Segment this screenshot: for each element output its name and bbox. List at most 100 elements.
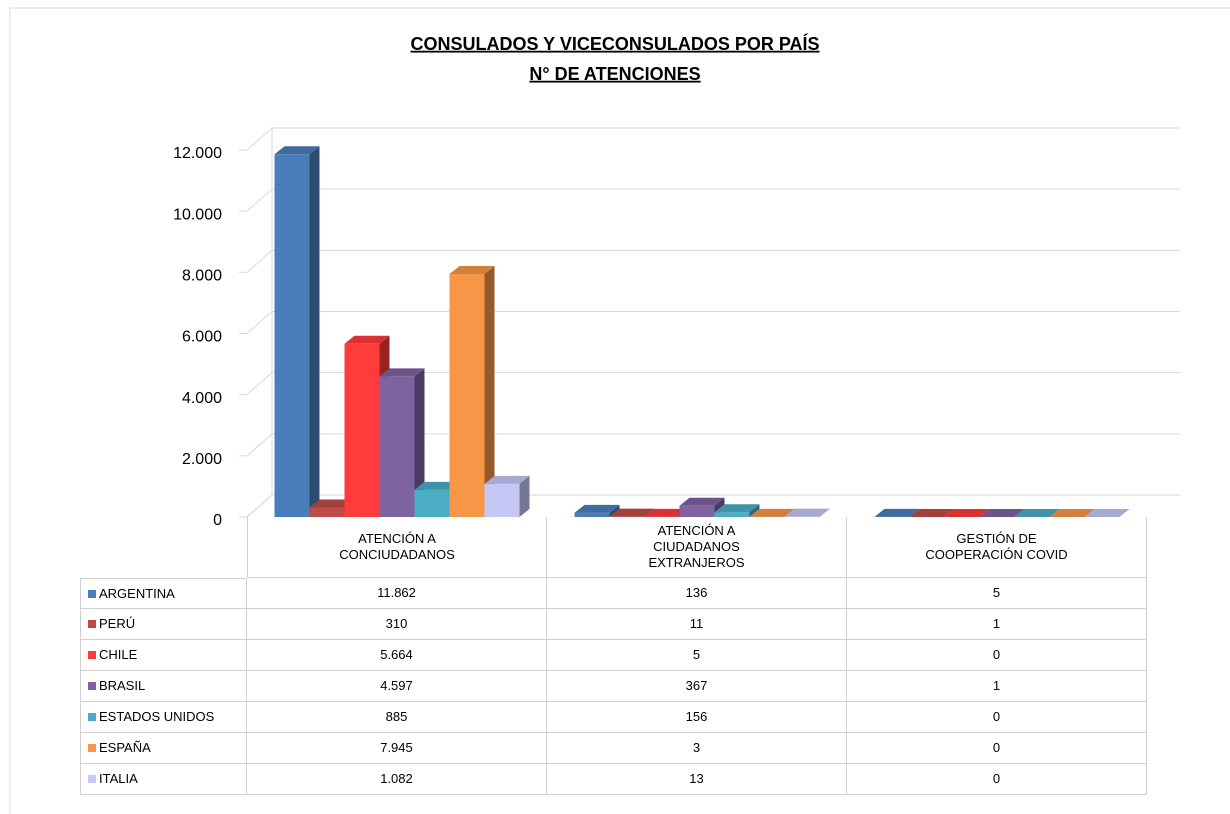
x-tick-label: ATENCIÓN A CONCIUDADANOS	[247, 517, 547, 578]
legend-entry: ESPAÑA	[80, 733, 247, 764]
data-label: 156	[547, 702, 847, 733]
legend-label: ESTADOS UNIDOS	[99, 709, 215, 724]
bar	[484, 483, 520, 517]
legend-swatch	[88, 713, 96, 721]
data-label: 0	[847, 702, 1147, 733]
data-label: 11.862	[247, 578, 547, 609]
bar-top	[874, 508, 920, 517]
data-label: 4.597	[247, 671, 547, 702]
grid-line	[239, 311, 1180, 334]
bar	[679, 505, 715, 517]
x-tick-label: GESTIÓN DE COOPERACIÓN COVID	[847, 517, 1147, 578]
bar-top	[714, 504, 760, 513]
bar-side	[484, 266, 495, 517]
bar-side	[1014, 508, 1025, 517]
grid-line	[239, 372, 1180, 396]
bar-top	[344, 335, 390, 344]
legend-swatch	[88, 651, 96, 659]
grid-line	[239, 188, 1180, 212]
bar-top	[414, 481, 460, 490]
legend-label: ESPAÑA	[99, 740, 151, 755]
bar-top	[1049, 509, 1095, 517]
bar-top	[609, 508, 655, 517]
legend-entry: PERÚ	[80, 609, 247, 640]
legend-swatch	[88, 589, 96, 598]
frame	[9, 7, 1230, 814]
bar	[574, 512, 610, 517]
legend-swatch	[88, 744, 96, 752]
data-label: 5.664	[247, 640, 547, 671]
data-label: 0	[847, 640, 1147, 671]
bar-top	[944, 509, 990, 517]
legend-swatch	[88, 775, 96, 783]
data-label: 0	[847, 764, 1147, 795]
bar	[309, 507, 345, 517]
data-label: 885	[247, 702, 547, 733]
bar-top	[1014, 509, 1060, 517]
y-tick-label: 8.000	[182, 268, 222, 285]
data-label: 11	[547, 609, 847, 640]
bar-top	[449, 266, 495, 275]
bar-top	[979, 508, 1025, 517]
data-label: 0	[847, 733, 1147, 764]
grid-line	[239, 249, 1180, 273]
bar-top	[379, 368, 425, 377]
chart-subtitle: N° DE ATENCIONES	[529, 64, 700, 84]
bar	[714, 512, 750, 517]
chart-title: CONSULADOS Y VICECONSULADOS POR PAÍS	[410, 33, 819, 54]
bar-side	[749, 504, 760, 517]
bar-top	[484, 475, 530, 484]
legend-swatch	[88, 682, 96, 690]
legend-entry: CHILE	[80, 640, 247, 671]
bar-top	[749, 508, 795, 517]
legend-label: CHILE	[99, 647, 138, 662]
bar-side	[414, 368, 425, 517]
grid-line	[239, 433, 1180, 457]
y-tick-label: 2.000	[182, 451, 222, 468]
bar	[379, 376, 415, 517]
bar-top	[909, 508, 955, 517]
data-label: 7.945	[247, 733, 547, 764]
bar-side	[519, 475, 530, 517]
bar-side	[819, 508, 830, 517]
bar	[414, 489, 450, 517]
y-tick-label: 10.000	[173, 206, 222, 223]
y-tick-label: 12.000	[173, 145, 222, 162]
bar-side	[309, 146, 320, 517]
y-tick-label: 0	[213, 512, 222, 529]
bar-top	[309, 499, 355, 508]
bar-side	[909, 508, 920, 517]
data-label: 3	[547, 733, 847, 764]
legend-entry: ARGENTINA	[80, 578, 247, 609]
grid-line	[239, 494, 1180, 518]
bar-top	[784, 508, 830, 517]
bar-side	[609, 504, 620, 517]
legend-swatch	[88, 620, 96, 628]
y-tick-label: 4.000	[182, 390, 222, 407]
legend-entry: ITALIA	[80, 764, 247, 795]
data-label: 1	[847, 671, 1147, 702]
bar-top	[1084, 509, 1130, 517]
x-tick-label: ATENCIÓN A CIUDADANOS EXTRANJEROS	[547, 517, 847, 578]
data-label: 13	[547, 764, 847, 795]
data-label: 5	[847, 578, 1147, 609]
legend-entry: BRASIL	[80, 671, 247, 702]
bar-top	[644, 508, 690, 517]
grid-line	[239, 127, 1180, 151]
data-label: 1	[847, 609, 1147, 640]
bar	[274, 154, 310, 517]
data-label: 1.082	[247, 764, 547, 795]
bar	[449, 274, 485, 517]
legend-label: PERÚ	[99, 616, 136, 631]
data-label: 310	[247, 609, 547, 640]
data-label: 367	[547, 671, 847, 702]
bar-top	[679, 497, 725, 506]
legend-label: ITALIA	[99, 771, 138, 786]
data-label: 136	[547, 578, 847, 609]
bar-top	[574, 504, 620, 513]
legend-entry: ESTADOS UNIDOS	[80, 702, 247, 733]
data-label: 5	[547, 640, 847, 671]
bar-side	[944, 508, 955, 517]
